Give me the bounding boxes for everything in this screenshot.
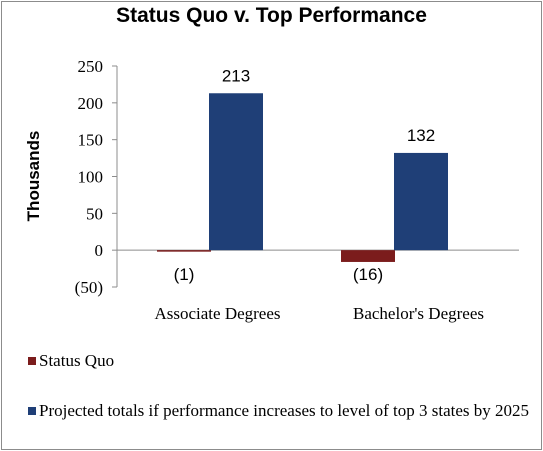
y-tick-label: 0: [95, 241, 104, 260]
bar-projected: [394, 152, 448, 251]
y-axis-title: Thousands: [24, 131, 43, 222]
legend-swatch-projected: [28, 407, 36, 415]
data-label: (1): [174, 265, 195, 284]
x-category-label: Bachelor's Degrees: [353, 304, 484, 323]
y-tick-label: 200: [78, 94, 104, 113]
y-tick-label: 150: [78, 131, 104, 150]
y-tick-label: 50: [86, 204, 103, 223]
bar-projected: [209, 93, 263, 251]
chart-title: Status Quo v. Top Performance: [116, 4, 427, 27]
bar-status-quo: [341, 250, 395, 262]
y-tick-label: (50): [75, 278, 103, 297]
data-label: 132: [407, 126, 435, 145]
legend-label-status-quo: Status Quo: [39, 351, 115, 370]
legend-swatch-status-quo: [28, 357, 36, 365]
y-tick-label: 250: [78, 57, 104, 76]
bar-status-quo: [157, 250, 211, 252]
data-label: 213: [222, 66, 250, 85]
data-label: (16): [353, 265, 383, 284]
legend-item-status-quo: Status Quo: [28, 351, 529, 371]
y-tick-label: 100: [78, 168, 104, 187]
x-category-label: Associate Degrees: [154, 304, 280, 323]
legend-label-projected: Projected totals if performance increase…: [39, 401, 530, 420]
legend-item-projected: Projected totals if performance increase…: [28, 401, 529, 421]
